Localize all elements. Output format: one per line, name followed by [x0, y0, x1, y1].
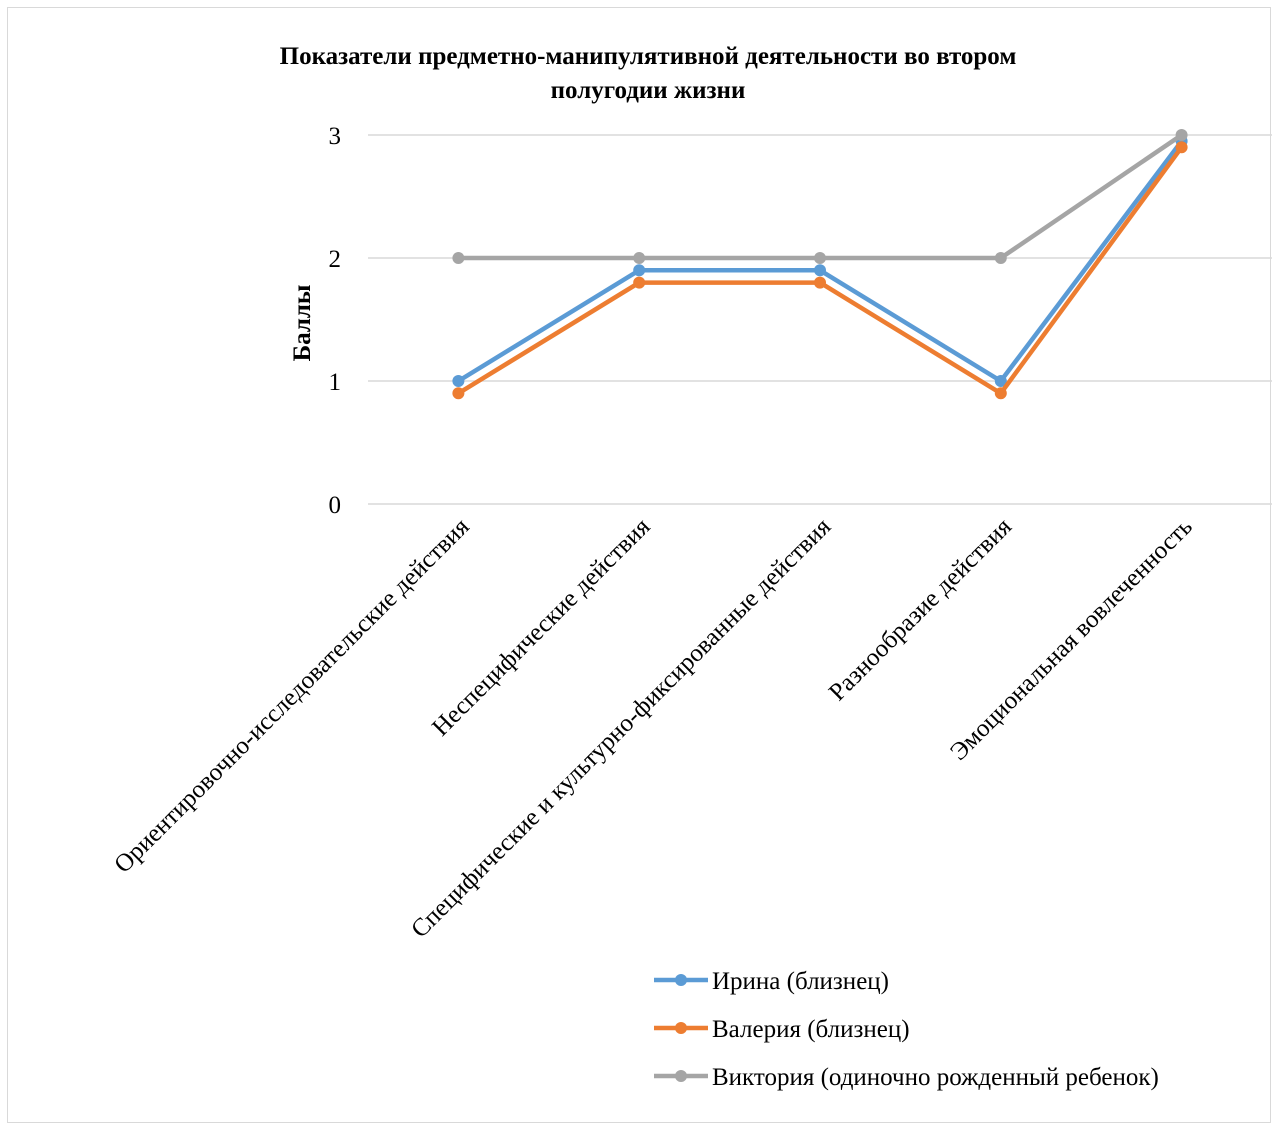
- data-point: [814, 264, 826, 277]
- legend-item-2: Виктория (одиночно рожденный ребенок): [654, 1064, 1159, 1091]
- legend-label: Ирина (близнец): [712, 968, 889, 995]
- chart-title-line-2: полугодии жизни: [551, 77, 746, 104]
- y-tick-labels: 0 1 2 3: [329, 123, 342, 519]
- legend: Ирина (близнец) Валерия (близнец) Виктория…: [654, 968, 1159, 1091]
- legend-marker: [675, 1022, 687, 1034]
- y-tick-label: 2: [329, 246, 342, 273]
- category-label: Ориентировочно-исследовательские действи…: [109, 513, 475, 879]
- category-labels: Ориентировочно-исследовательские действи…: [109, 513, 1198, 943]
- category-label: Специфические и культурно-фиксированные …: [406, 513, 836, 943]
- data-point: [452, 375, 465, 387]
- data-point: [1175, 129, 1188, 141]
- data-point: [814, 276, 826, 289]
- data-point: [1175, 141, 1188, 154]
- y-tick-label: 3: [329, 123, 342, 150]
- legend-label: Виктория (одиночно рожденный ребенок): [712, 1064, 1159, 1091]
- category-label: Разнообразие действия: [824, 513, 1017, 706]
- y-axis-label: Баллы: [289, 285, 316, 362]
- series-2: [452, 129, 1188, 264]
- legend-item-0: Ирина (близнец): [654, 968, 889, 995]
- data-point: [452, 252, 465, 264]
- series-lines: [452, 129, 1188, 400]
- category-label: Неспецифические действия: [427, 513, 656, 742]
- chart-frame: [7, 7, 1271, 1123]
- y-tick-label: 1: [329, 369, 342, 396]
- data-point: [452, 387, 465, 400]
- legend-item-1: Валерия (близнец): [654, 1016, 910, 1043]
- data-point: [994, 252, 1007, 264]
- data-point: [814, 252, 826, 264]
- chart-title-line-1: Показатели предметно-манипулятивной деят…: [280, 43, 1017, 70]
- data-point: [633, 276, 646, 289]
- gridlines: [368, 134, 1272, 505]
- series-line: [458, 133, 1183, 261]
- data-point: [633, 252, 646, 264]
- data-point: [994, 387, 1007, 400]
- legend-label: Валерия (близнец): [712, 1016, 910, 1043]
- data-point: [994, 375, 1007, 387]
- legend-marker: [675, 974, 687, 986]
- series-1: [452, 141, 1188, 400]
- legend-marker: [675, 1070, 687, 1082]
- y-tick-label: 0: [329, 492, 342, 519]
- data-point: [633, 264, 646, 277]
